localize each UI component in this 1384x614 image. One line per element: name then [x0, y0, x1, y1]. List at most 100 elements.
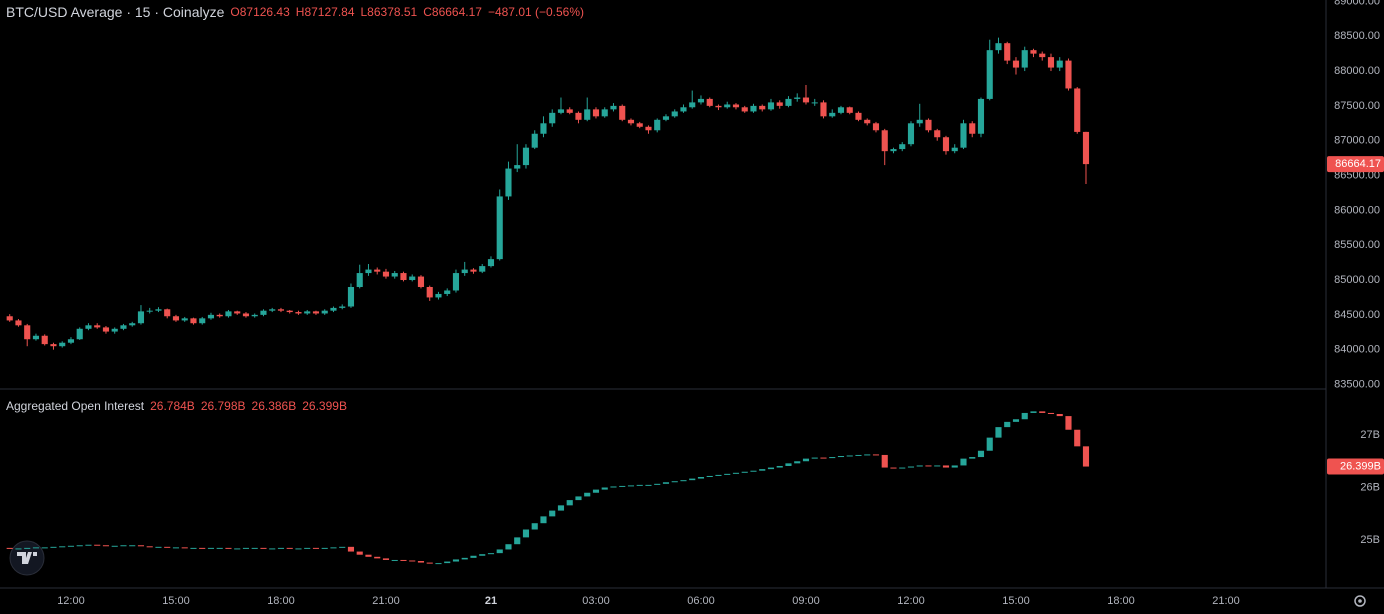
candle-body: [566, 109, 573, 113]
candle-body: [146, 546, 153, 548]
candle-body: [986, 437, 993, 451]
candle-body: [636, 484, 643, 486]
candle-body: [225, 547, 232, 549]
candle-body: [50, 344, 57, 347]
candle-body: [409, 276, 416, 281]
candle-body: [277, 309, 285, 311]
candle-body: [120, 325, 127, 329]
candle-body: [540, 516, 547, 524]
candle-body: [969, 123, 976, 134]
candle-body: [566, 500, 573, 506]
candle-body: [461, 269, 468, 274]
candle-body: [1012, 60, 1020, 68]
candle-body: [137, 311, 145, 324]
candle-body: [864, 454, 871, 456]
candle-body: [347, 546, 355, 552]
candle-body: [715, 105, 722, 108]
candle-body: [435, 563, 442, 565]
candle-body: [129, 323, 136, 326]
candle-body: [286, 547, 293, 549]
candle-body: [977, 450, 985, 458]
candle-body: [794, 461, 801, 464]
candle-body: [811, 457, 818, 459]
candle-body: [164, 546, 171, 548]
candle-body: [942, 137, 950, 152]
candle-body: [15, 548, 22, 550]
candle-body: [776, 102, 783, 106]
candle-body: [207, 547, 215, 549]
candle-body: [330, 307, 337, 311]
candle-body: [741, 471, 748, 473]
candle-body: [855, 112, 862, 120]
last-value-box: [1327, 156, 1384, 173]
candle-body: [400, 273, 407, 281]
candle-body: [977, 98, 985, 134]
candle-body: [1021, 412, 1028, 420]
candle-body: [111, 545, 118, 547]
candle-body: [592, 109, 600, 117]
candle-body: [41, 335, 48, 345]
candle-body: [680, 480, 687, 482]
candle-body: [1021, 50, 1028, 68]
last-value-label: 26.399B: [1340, 460, 1381, 472]
legend-value: L86378.51: [360, 5, 418, 19]
settings-gear[interactable]: [1354, 595, 1366, 607]
candle-body: [409, 560, 416, 562]
gear-ring: [1354, 595, 1366, 607]
legend-value: O87126.43: [230, 5, 290, 19]
candle-body: [505, 168, 512, 197]
candle-body: [540, 123, 547, 134]
y-tick-label: 84000.00: [1334, 344, 1380, 356]
y-tick-label: 84500.00: [1334, 309, 1380, 321]
candle-body: [802, 458, 810, 462]
candle-body: [129, 545, 136, 547]
candle-body: [514, 165, 521, 169]
candle-body: [584, 109, 591, 120]
candle-body: [417, 276, 425, 287]
candle-body: [872, 123, 880, 131]
candle-body: [181, 547, 188, 549]
candle-body: [496, 549, 503, 554]
candle-body: [689, 478, 696, 481]
candle-body: [732, 104, 740, 108]
candle-body: [794, 97, 801, 99]
candle-body: [172, 316, 180, 321]
candle-body: [304, 311, 311, 314]
candle-body: [391, 273, 398, 277]
candle-body: [1004, 43, 1011, 61]
candle-body: [85, 544, 92, 546]
candle-body: [59, 342, 66, 347]
candle-body: [934, 465, 941, 467]
x-tick-label: 03:00: [582, 595, 610, 607]
legend-value: C86664.17: [423, 5, 482, 19]
candle-body: [234, 311, 241, 314]
y-tick-label: 88500.00: [1334, 30, 1380, 42]
candle-body: [785, 98, 792, 106]
candle-body: [312, 547, 320, 549]
candle-body: [899, 144, 906, 150]
candle-body: [881, 130, 888, 152]
candle-body: [619, 485, 626, 487]
candle-body: [269, 309, 276, 311]
candle-body: [802, 97, 810, 103]
tv-logo[interactable]: [9, 540, 45, 576]
candle-body: [365, 554, 372, 557]
candle-body: [610, 105, 617, 110]
candle-body: [1030, 411, 1037, 413]
candle-body: [470, 555, 477, 558]
candle-body: [864, 119, 871, 124]
candle-body: [557, 109, 565, 113]
candle-body: [584, 492, 591, 497]
candle-body: [426, 286, 433, 298]
candle-body: [654, 119, 661, 131]
candle-body: [391, 559, 398, 561]
candle-body: [330, 547, 337, 549]
candle-body: [890, 467, 897, 469]
candle-body: [339, 546, 346, 548]
candle-body: [776, 465, 783, 468]
candle-body: [697, 98, 705, 103]
candle-body: [750, 105, 757, 112]
candle-body: [120, 545, 127, 547]
y-tick-label: 86500.00: [1334, 169, 1380, 181]
y-tick-label: 88000.00: [1334, 65, 1380, 77]
